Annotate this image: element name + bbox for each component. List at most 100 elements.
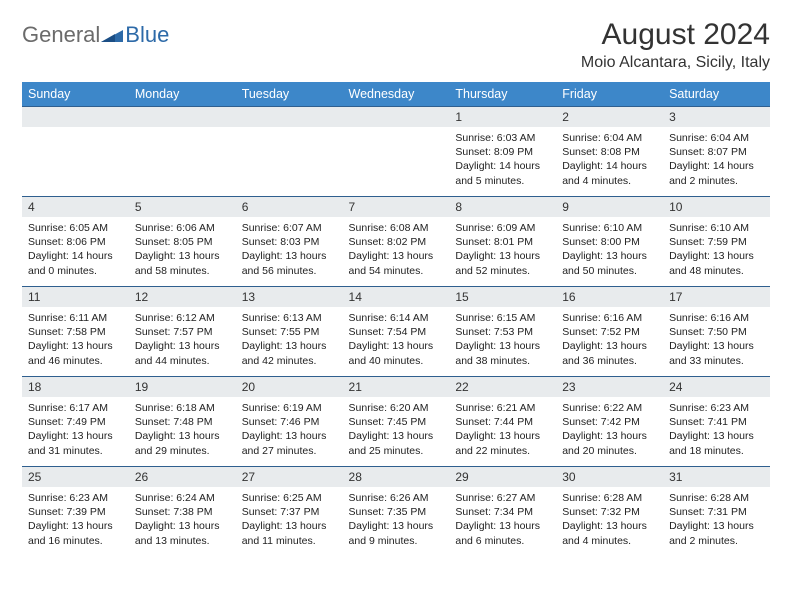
calendar-week-row: 4Sunrise: 6:05 AMSunset: 8:06 PMDaylight…	[22, 196, 770, 286]
calendar-day-cell: 6Sunrise: 6:07 AMSunset: 8:03 PMDaylight…	[236, 196, 343, 286]
day-number: 1	[449, 106, 556, 127]
day-content: Sunrise: 6:16 AMSunset: 7:52 PMDaylight:…	[556, 307, 663, 374]
logo-triangle-icon	[101, 22, 123, 48]
sunset-line: Sunset: 8:02 PM	[349, 235, 444, 249]
month-title: August 2024	[581, 18, 770, 52]
day-content: Sunrise: 6:27 AMSunset: 7:34 PMDaylight:…	[449, 487, 556, 554]
sunset-line: Sunset: 7:50 PM	[669, 325, 764, 339]
sunset-line: Sunset: 7:59 PM	[669, 235, 764, 249]
calendar-header-row: SundayMondayTuesdayWednesdayThursdayFrid…	[22, 82, 770, 106]
calendar-day-cell: 9Sunrise: 6:10 AMSunset: 8:00 PMDaylight…	[556, 196, 663, 286]
weekday-monday: Monday	[129, 82, 236, 106]
daylight-line: Daylight: 13 hours and 58 minutes.	[135, 249, 230, 277]
day-number: 31	[663, 466, 770, 487]
sunrise-line: Sunrise: 6:03 AM	[455, 131, 550, 145]
daylight-line: Daylight: 13 hours and 29 minutes.	[135, 429, 230, 457]
day-number: 16	[556, 286, 663, 307]
day-content: Sunrise: 6:14 AMSunset: 7:54 PMDaylight:…	[343, 307, 450, 374]
logo-text-general: General	[22, 22, 100, 48]
sunrise-line: Sunrise: 6:15 AM	[455, 311, 550, 325]
calendar-day-cell: 2Sunrise: 6:04 AMSunset: 8:08 PMDaylight…	[556, 106, 663, 196]
daylight-line: Daylight: 13 hours and 2 minutes.	[669, 519, 764, 547]
day-content	[129, 127, 236, 187]
day-content: Sunrise: 6:12 AMSunset: 7:57 PMDaylight:…	[129, 307, 236, 374]
sunset-line: Sunset: 7:39 PM	[28, 505, 123, 519]
calendar-day-cell: 12Sunrise: 6:12 AMSunset: 7:57 PMDayligh…	[129, 286, 236, 376]
day-number: 27	[236, 466, 343, 487]
day-content: Sunrise: 6:08 AMSunset: 8:02 PMDaylight:…	[343, 217, 450, 284]
calendar-day-cell: 31Sunrise: 6:28 AMSunset: 7:31 PMDayligh…	[663, 466, 770, 556]
day-number: 9	[556, 196, 663, 217]
sunrise-line: Sunrise: 6:10 AM	[562, 221, 657, 235]
sunset-line: Sunset: 7:37 PM	[242, 505, 337, 519]
calendar-day-cell: 29Sunrise: 6:27 AMSunset: 7:34 PMDayligh…	[449, 466, 556, 556]
day-content: Sunrise: 6:28 AMSunset: 7:32 PMDaylight:…	[556, 487, 663, 554]
daylight-line: Daylight: 13 hours and 13 minutes.	[135, 519, 230, 547]
sunrise-line: Sunrise: 6:27 AM	[455, 491, 550, 505]
day-content: Sunrise: 6:10 AMSunset: 8:00 PMDaylight:…	[556, 217, 663, 284]
sunrise-line: Sunrise: 6:12 AM	[135, 311, 230, 325]
logo: General Blue	[22, 22, 169, 48]
calendar-day-cell: 25Sunrise: 6:23 AMSunset: 7:39 PMDayligh…	[22, 466, 129, 556]
day-number: 7	[343, 196, 450, 217]
logo-text-blue: Blue	[125, 22, 169, 48]
sunrise-line: Sunrise: 6:05 AM	[28, 221, 123, 235]
day-content: Sunrise: 6:03 AMSunset: 8:09 PMDaylight:…	[449, 127, 556, 194]
calendar-day-cell	[343, 106, 450, 196]
day-number: 25	[22, 466, 129, 487]
sunrise-line: Sunrise: 6:20 AM	[349, 401, 444, 415]
daylight-line: Daylight: 13 hours and 56 minutes.	[242, 249, 337, 277]
weekday-thursday: Thursday	[449, 82, 556, 106]
day-content: Sunrise: 6:16 AMSunset: 7:50 PMDaylight:…	[663, 307, 770, 374]
daylight-line: Daylight: 13 hours and 20 minutes.	[562, 429, 657, 457]
daylight-line: Daylight: 13 hours and 31 minutes.	[28, 429, 123, 457]
sunrise-line: Sunrise: 6:28 AM	[669, 491, 764, 505]
title-block: August 2024 Moio Alcantara, Sicily, Ital…	[581, 18, 770, 72]
sunrise-line: Sunrise: 6:07 AM	[242, 221, 337, 235]
day-number: 19	[129, 376, 236, 397]
sunrise-line: Sunrise: 6:08 AM	[349, 221, 444, 235]
day-content: Sunrise: 6:23 AMSunset: 7:39 PMDaylight:…	[22, 487, 129, 554]
day-number: 2	[556, 106, 663, 127]
calendar-day-cell: 11Sunrise: 6:11 AMSunset: 7:58 PMDayligh…	[22, 286, 129, 376]
sunset-line: Sunset: 8:06 PM	[28, 235, 123, 249]
sunrise-line: Sunrise: 6:23 AM	[669, 401, 764, 415]
sunset-line: Sunset: 7:38 PM	[135, 505, 230, 519]
calendar-day-cell: 21Sunrise: 6:20 AMSunset: 7:45 PMDayligh…	[343, 376, 450, 466]
sunrise-line: Sunrise: 6:26 AM	[349, 491, 444, 505]
daylight-line: Daylight: 13 hours and 22 minutes.	[455, 429, 550, 457]
calendar-day-cell: 3Sunrise: 6:04 AMSunset: 8:07 PMDaylight…	[663, 106, 770, 196]
sunset-line: Sunset: 7:58 PM	[28, 325, 123, 339]
sunset-line: Sunset: 8:08 PM	[562, 145, 657, 159]
day-content: Sunrise: 6:20 AMSunset: 7:45 PMDaylight:…	[343, 397, 450, 464]
daylight-line: Daylight: 13 hours and 50 minutes.	[562, 249, 657, 277]
sunrise-line: Sunrise: 6:04 AM	[669, 131, 764, 145]
sunset-line: Sunset: 8:05 PM	[135, 235, 230, 249]
daylight-line: Daylight: 13 hours and 11 minutes.	[242, 519, 337, 547]
calendar-week-row: 18Sunrise: 6:17 AMSunset: 7:49 PMDayligh…	[22, 376, 770, 466]
day-number	[129, 106, 236, 127]
day-content: Sunrise: 6:18 AMSunset: 7:48 PMDaylight:…	[129, 397, 236, 464]
daylight-line: Daylight: 13 hours and 52 minutes.	[455, 249, 550, 277]
calendar-week-row: 25Sunrise: 6:23 AMSunset: 7:39 PMDayligh…	[22, 466, 770, 556]
day-content: Sunrise: 6:15 AMSunset: 7:53 PMDaylight:…	[449, 307, 556, 374]
calendar-day-cell: 19Sunrise: 6:18 AMSunset: 7:48 PMDayligh…	[129, 376, 236, 466]
day-number: 13	[236, 286, 343, 307]
header: General Blue August 2024 Moio Alcantara,…	[22, 18, 770, 72]
sunrise-line: Sunrise: 6:18 AM	[135, 401, 230, 415]
daylight-line: Daylight: 13 hours and 36 minutes.	[562, 339, 657, 367]
calendar-day-cell: 1Sunrise: 6:03 AMSunset: 8:09 PMDaylight…	[449, 106, 556, 196]
day-number: 18	[22, 376, 129, 397]
daylight-line: Daylight: 13 hours and 27 minutes.	[242, 429, 337, 457]
calendar-day-cell: 16Sunrise: 6:16 AMSunset: 7:52 PMDayligh…	[556, 286, 663, 376]
sunrise-line: Sunrise: 6:10 AM	[669, 221, 764, 235]
day-number: 30	[556, 466, 663, 487]
calendar-day-cell: 10Sunrise: 6:10 AMSunset: 7:59 PMDayligh…	[663, 196, 770, 286]
day-content: Sunrise: 6:28 AMSunset: 7:31 PMDaylight:…	[663, 487, 770, 554]
day-number: 12	[129, 286, 236, 307]
day-number: 21	[343, 376, 450, 397]
calendar-day-cell: 27Sunrise: 6:25 AMSunset: 7:37 PMDayligh…	[236, 466, 343, 556]
sunrise-line: Sunrise: 6:13 AM	[242, 311, 337, 325]
day-content: Sunrise: 6:23 AMSunset: 7:41 PMDaylight:…	[663, 397, 770, 464]
daylight-line: Daylight: 13 hours and 18 minutes.	[669, 429, 764, 457]
